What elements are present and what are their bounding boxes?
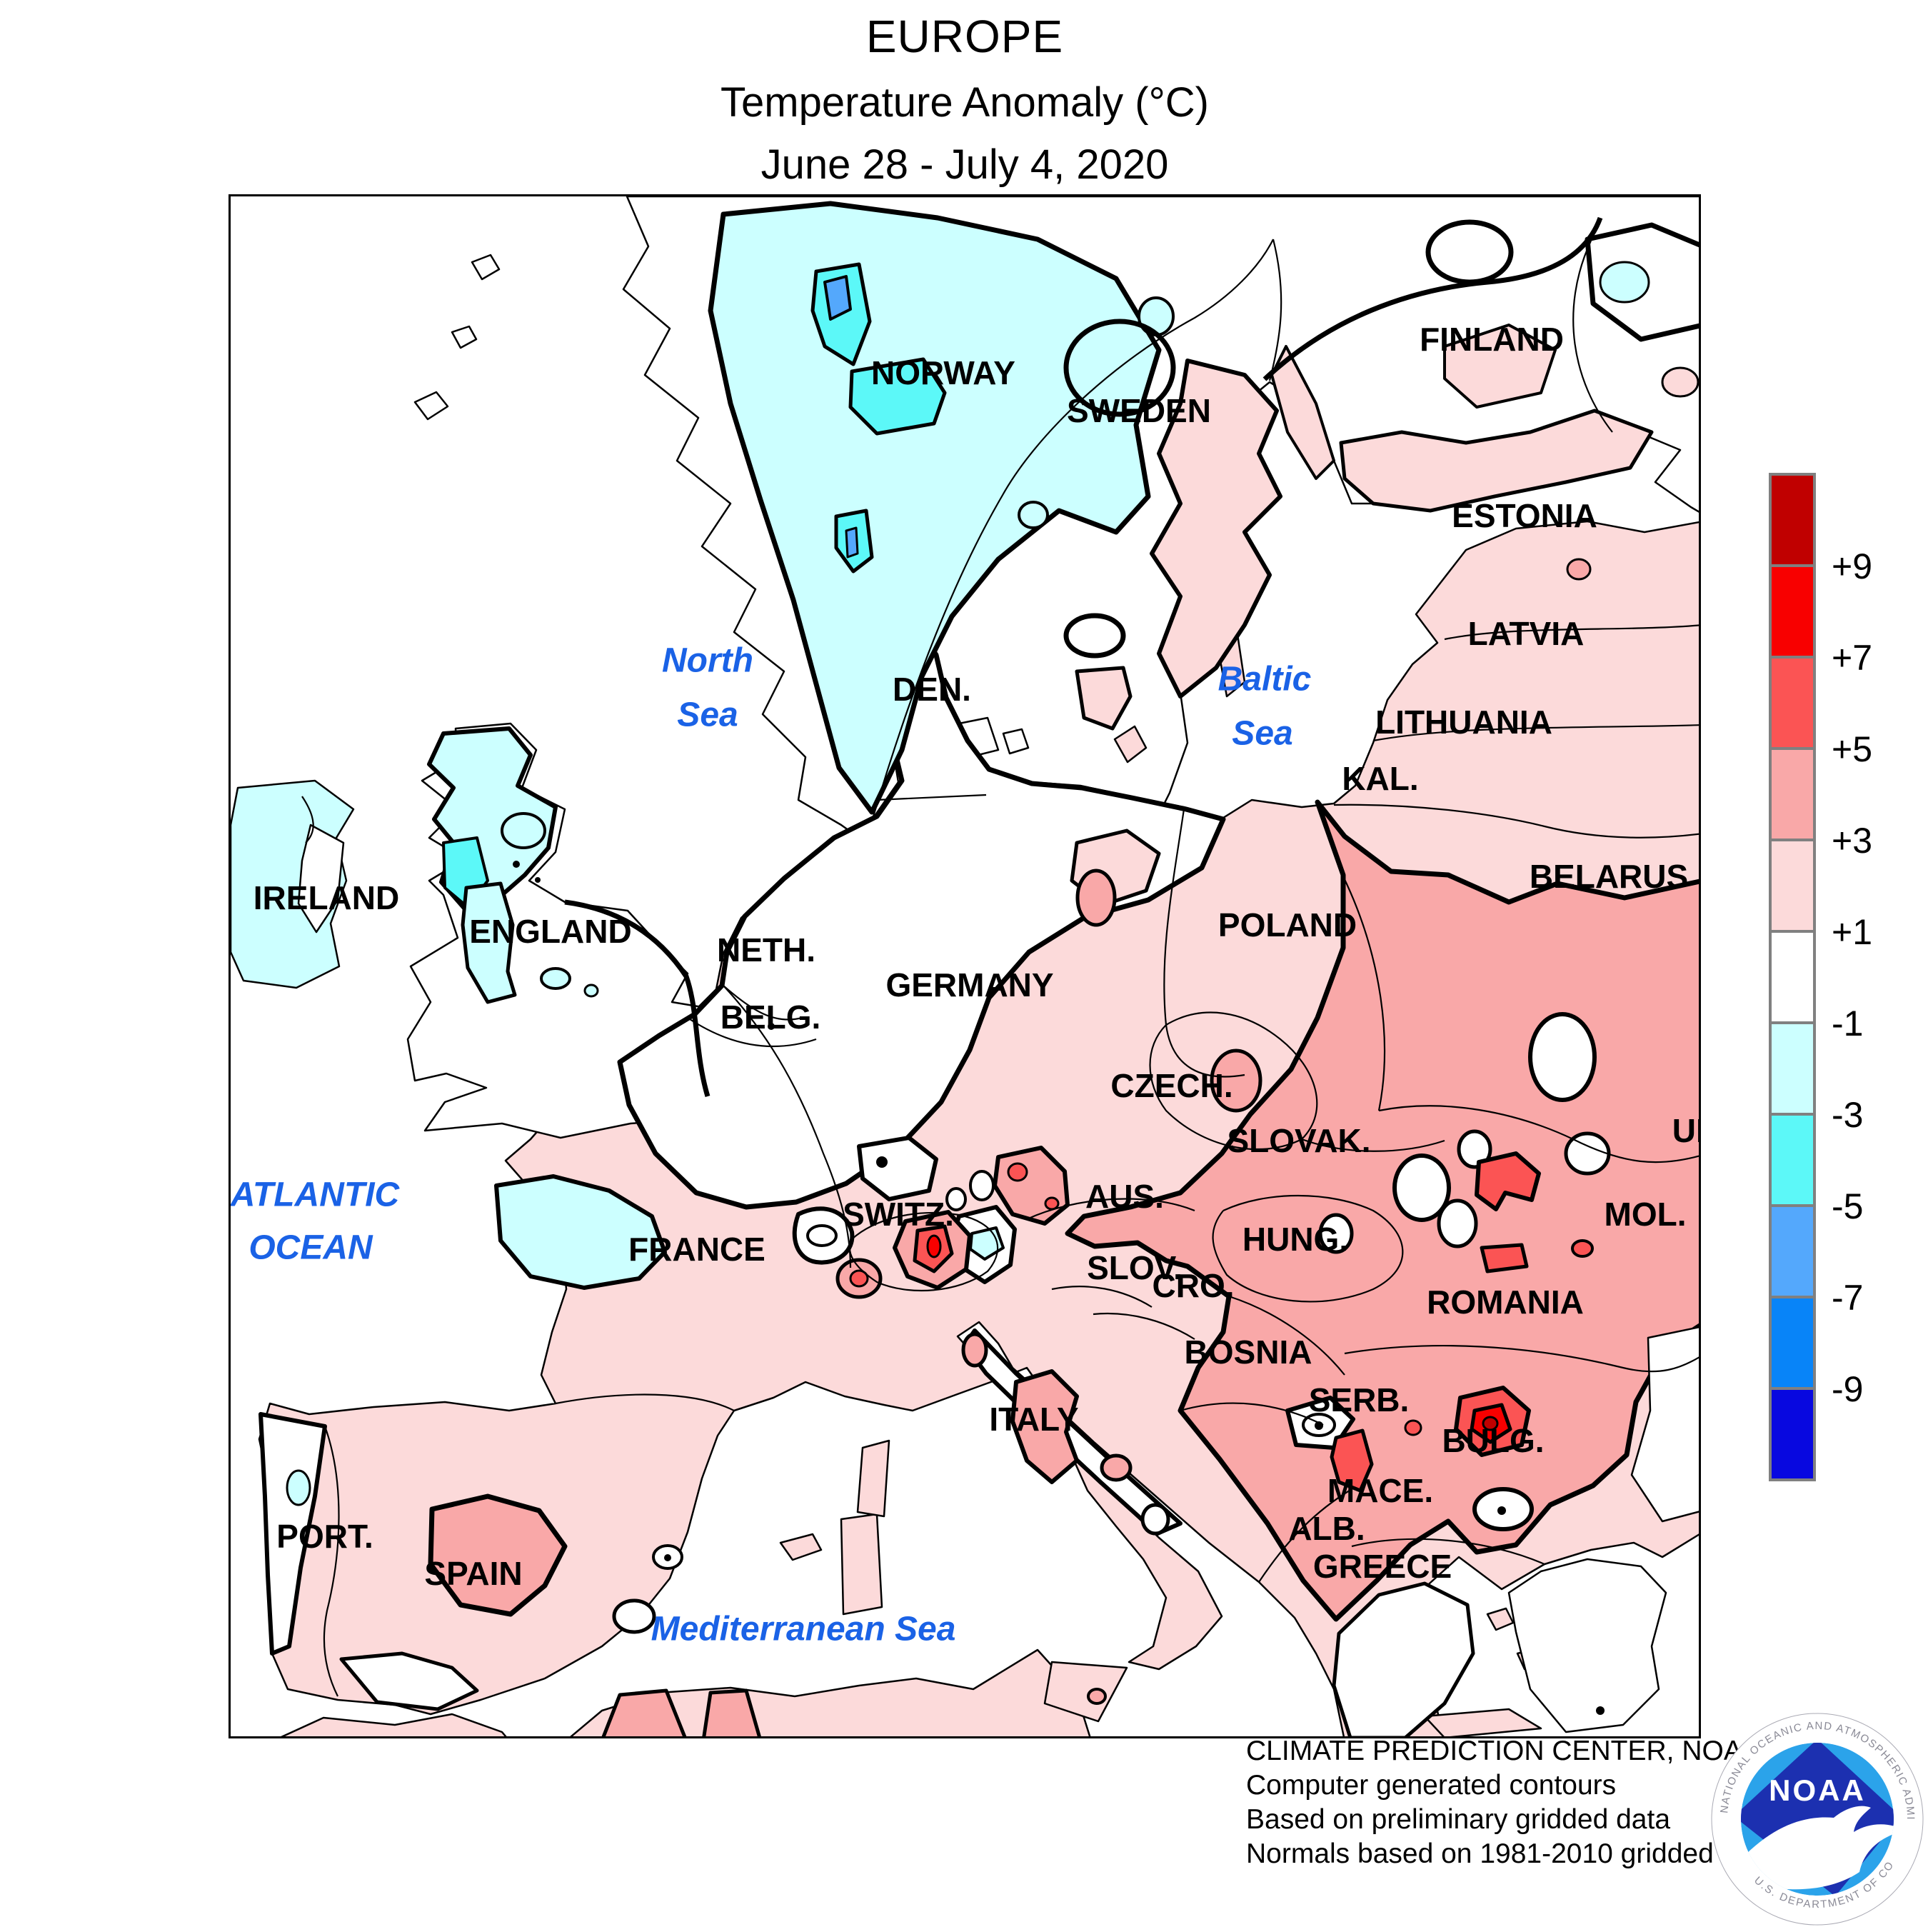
map-date-range: June 28 - July 4, 2020 <box>760 141 1169 188</box>
legend-color-box-1 <box>1769 564 1816 659</box>
map-label-croatia: CRO. <box>1152 1267 1235 1304</box>
credits-line-3: Based on preliminary gridded data <box>1246 1804 1671 1835</box>
map-subtitle: Temperature Anomaly (°C) <box>721 79 1209 126</box>
legend-color-box-6 <box>1769 1021 1816 1116</box>
sea-label-baltic-sea-1: Baltic <box>1217 660 1312 699</box>
map-label-serbia: SERB. <box>1308 1381 1410 1418</box>
map-label-albania: ALB. <box>1288 1510 1365 1547</box>
credits-line-4: Normals based on 1981-2010 gridded data <box>1246 1838 1776 1869</box>
contour-dots <box>513 861 1605 1715</box>
sea-label-north-sea-1: North <box>662 641 753 680</box>
legend-color-box-9 <box>1769 1296 1816 1390</box>
map-label-spain: SPAIN <box>424 1555 523 1592</box>
legend-color-box-8 <box>1769 1204 1816 1298</box>
map-label-austria: AUS. <box>1085 1178 1164 1215</box>
map-label-norway: NORWAY <box>871 354 1015 391</box>
map-label-hungary: HUNG. <box>1242 1221 1349 1258</box>
map-label-kaliningrad: KAL. <box>1342 760 1419 797</box>
sea-label-baltic-sea-2: Sea <box>1232 714 1293 753</box>
thick-contours <box>564 216 1603 1098</box>
europe-map-svg <box>231 196 1699 1736</box>
sea-label-mediterranean: Mediterranean Sea <box>651 1610 956 1648</box>
legend-color-box-4 <box>1769 839 1816 933</box>
map-label-germany: GERMANY <box>885 966 1054 1003</box>
map-label-estonia: ESTONIA <box>1452 497 1597 534</box>
anomaly-regions <box>258 201 1699 1736</box>
legend-color-box-0 <box>1769 473 1816 567</box>
map-label-denmark: DEN. <box>893 671 971 708</box>
map-label-italy: ITALY <box>989 1401 1079 1438</box>
legend-tick-label--5: -5 <box>1832 1186 1864 1226</box>
credits-block: CLIMATE PREDICTION CENTER, NOAA Computer… <box>1246 1734 1776 1871</box>
title-block: EUROPE Temperature Anomaly (°C) June 28 … <box>229 0 1701 189</box>
map-label-england: ENGLAND <box>469 913 632 950</box>
country-borders <box>301 239 1699 1697</box>
legend-tick-label-+7: +7 <box>1832 638 1873 678</box>
legend-tick-label--1: -1 <box>1832 1003 1864 1043</box>
legend-tick-label--3: -3 <box>1832 1095 1864 1135</box>
map-label-lithuania: LITHUANIA <box>1375 704 1552 741</box>
map-label-moldova: MOL. <box>1604 1196 1687 1233</box>
legend-tick-label-+3: +3 <box>1832 821 1873 861</box>
map-label-latvia: LATVIA <box>1467 615 1585 652</box>
map-label-sweden: SWEDEN <box>1067 392 1211 429</box>
map-label-czech: CZECH. <box>1110 1067 1233 1104</box>
legend-tick-label-+5: +5 <box>1832 729 1873 769</box>
logo-noaa-text: NOAA <box>1769 1773 1866 1807</box>
map-label-slovakia: SLOVAK. <box>1227 1122 1371 1159</box>
map-label-switzerland: SWITZ. <box>843 1196 954 1233</box>
map-label-bulgaria: BULG. <box>1442 1422 1545 1459</box>
map-label-macedonia: MACE. <box>1327 1472 1434 1509</box>
map-title: EUROPE <box>865 11 1064 62</box>
legend-color-box-5 <box>1769 930 1816 1024</box>
map-label-greece: GREECE <box>1312 1548 1452 1585</box>
credits-line-2: Computer generated contours <box>1246 1770 1617 1801</box>
noaa-logo: NOAA NATIONAL OCEANIC AND ATMOSPHERIC AD… <box>1702 1700 1928 1932</box>
logo-emblem <box>1741 1743 1894 1896</box>
map-label-slovenia: SLOV. <box>1087 1249 1183 1286</box>
map-label-ukraine: UK <box>1672 1112 1699 1149</box>
map-label-finland: FINLAND <box>1420 321 1564 358</box>
legend-tick-label--7: -7 <box>1832 1278 1864 1318</box>
credits-line-1: CLIMATE PREDICTION CENTER, NOAA <box>1246 1736 1761 1766</box>
legend-color-box-7 <box>1769 1113 1816 1207</box>
map-label-bosnia: BOSNIA <box>1184 1333 1312 1371</box>
map-label-poland: POLAND <box>1217 906 1357 944</box>
map-label-netherlands: NETH. <box>717 931 815 968</box>
sea-label-atlantic-2: OCEAN <box>248 1228 373 1267</box>
map-label-ireland: IRELAND <box>253 879 400 916</box>
legend-tick-label--9: -9 <box>1832 1369 1864 1409</box>
map-label-belarus: BELARUS <box>1529 858 1689 895</box>
legend-tick-label-+1: +1 <box>1832 912 1873 952</box>
anomaly-legend: +9 +7 +5 +3 +1 -1 -3 -5 -7 -9 <box>1769 473 1926 1544</box>
sea-label-atlantic-1: ATLANTIC <box>230 1176 400 1214</box>
map-label-romania: ROMANIA <box>1427 1283 1584 1321</box>
map-label-portugal: PORT. <box>276 1518 373 1555</box>
legend-color-box-10 <box>1769 1387 1816 1481</box>
map-label-belgium: BELG. <box>720 998 821 1036</box>
legend-color-box-3 <box>1769 747 1816 841</box>
legend-tick-label-+9: +9 <box>1832 546 1873 586</box>
sea-label-north-sea-2: Sea <box>677 696 738 734</box>
map-label-france: FRANCE <box>628 1231 765 1268</box>
europe-anomaly-map: NORWAY SWEDEN FINLAND ESTONIA LATVIA LITHUANI… <box>229 194 1701 1738</box>
legend-color-box-2 <box>1769 656 1816 750</box>
